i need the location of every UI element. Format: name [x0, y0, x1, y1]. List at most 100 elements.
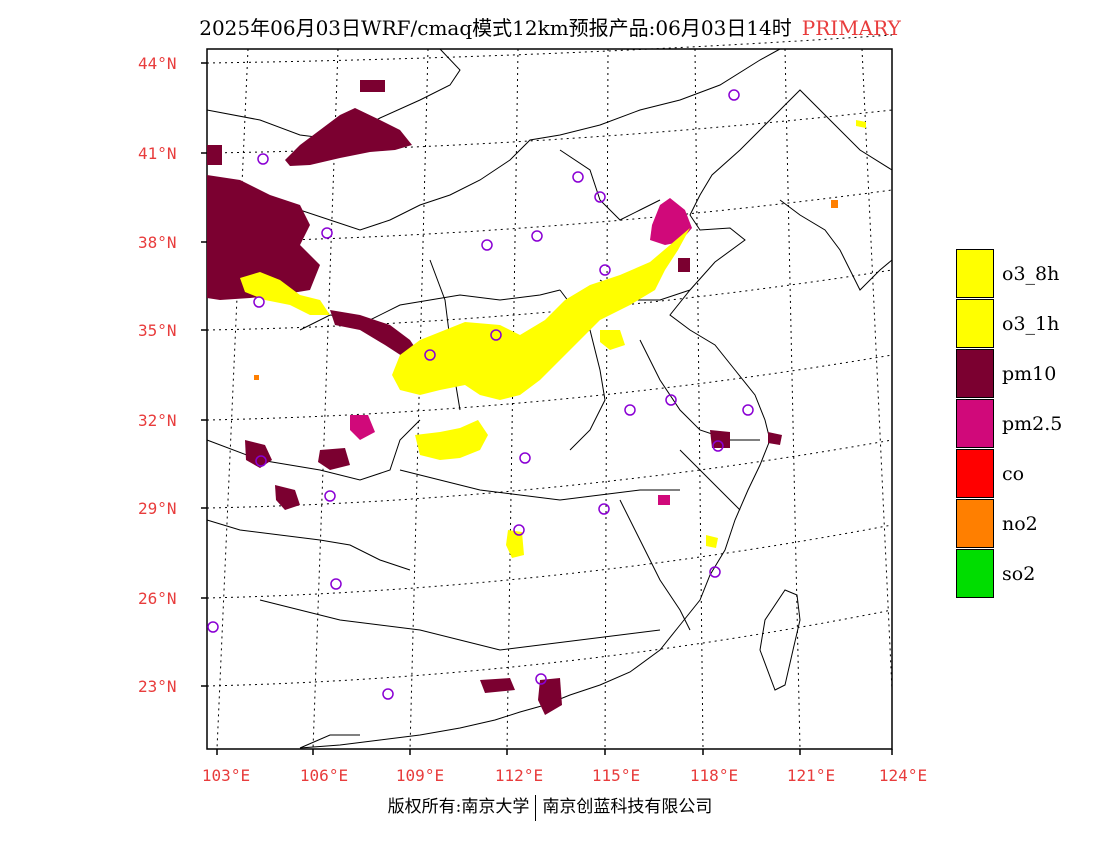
lon-label-112: 112°E	[494, 766, 544, 785]
pm10-area-guangdong-east	[538, 678, 562, 715]
pm10-area-northwest-edge	[207, 145, 222, 165]
station-marker	[253, 296, 265, 308]
pm25-area-sichuan-east	[350, 415, 375, 440]
legend-item-pm25: pm2.5	[956, 399, 1100, 449]
o3-area-gansu	[240, 272, 330, 315]
pm25-area-anhui	[658, 495, 670, 505]
lat-label-38: 38°N	[138, 233, 177, 252]
lon-label-124: 124°E	[878, 766, 928, 785]
station-marker	[513, 524, 525, 536]
primary-label: PRIMARY	[801, 16, 901, 40]
graticule-lon-106	[312, 48, 339, 750]
legend-item-o3-8h: o3_8h	[956, 249, 1100, 299]
station-marker	[382, 688, 394, 700]
o3-area-sichuan-east	[415, 420, 488, 460]
station-marker	[330, 578, 342, 590]
legend-item-pm10: pm10	[956, 349, 1100, 399]
legend-swatch	[956, 549, 994, 598]
inner-mongolia-border	[206, 48, 781, 231]
anhui-jiangsu-border	[639, 339, 760, 441]
axis-ticks	[201, 62, 893, 755]
yunnan-guizhou-border	[206, 519, 411, 571]
lon-label-118: 118°E	[689, 766, 739, 785]
station-marker	[572, 171, 584, 183]
taiwan-outline	[759, 589, 801, 691]
lat-label-29: 29°N	[138, 499, 177, 518]
o3-area-korea	[856, 120, 866, 128]
legend-item-co: co	[956, 449, 1100, 499]
graticule-lon-109	[409, 48, 429, 750]
graticule-lat-38	[206, 189, 893, 243]
pm25-areas	[350, 198, 692, 505]
footer-separator	[535, 794, 537, 821]
pm10-area-gansu	[330, 310, 420, 358]
pm10-area-chongqing	[318, 448, 350, 470]
title-text: 2025年06月03日WRF/cmaq模式12km预报产品:06月03日14时	[199, 16, 792, 40]
station-marker	[490, 329, 502, 341]
station-markers	[207, 89, 754, 700]
coastline	[299, 89, 893, 749]
lat-label-41: 41°N	[138, 144, 177, 163]
graticule-lat-29	[206, 439, 893, 509]
graticule-lon-124	[861, 48, 893, 691]
no2-spot-northeast	[831, 200, 838, 208]
legend-item-no2: no2	[956, 499, 1100, 549]
pm10-area-shanghai	[768, 432, 782, 445]
north-border	[206, 48, 461, 141]
station-marker	[728, 89, 740, 101]
legend-label: so2	[1002, 563, 1036, 585]
station-marker	[531, 230, 543, 242]
pm10-area-jiangsu	[710, 430, 730, 448]
map-frame	[206, 48, 893, 750]
graticule-lat-23	[206, 609, 893, 687]
lat-label-44: 44°N	[138, 54, 177, 73]
lat-label-23: 23°N	[138, 677, 177, 696]
legend-item-o3-1h: o3_1h	[956, 299, 1100, 349]
footer: 版权所有:南京大学 南京创蓝科技有限公司	[0, 792, 1100, 821]
pm10-area-northwest	[207, 175, 320, 300]
station-marker	[624, 404, 636, 416]
pm10-area-yunnan	[275, 485, 300, 510]
lat-label-32: 32°N	[138, 411, 177, 430]
station-marker	[712, 440, 724, 452]
hubei-hunan-border	[399, 469, 680, 501]
station-marker	[709, 566, 721, 578]
o3-areas	[240, 120, 866, 558]
legend-item-so2: so2	[956, 549, 1100, 599]
o3-area-shandong	[600, 330, 625, 350]
legend-swatch	[956, 299, 994, 348]
lon-label-109: 109°E	[395, 766, 445, 785]
station-marker	[257, 153, 269, 165]
o3-area-north-china-plain	[392, 228, 690, 400]
legend-swatch	[956, 249, 994, 298]
pm25-area-beijing-tianjin	[650, 198, 692, 245]
south-border	[259, 599, 661, 651]
legend-label: co	[1002, 463, 1025, 485]
company-text: 南京创蓝科技有限公司	[542, 797, 713, 817]
station-marker	[594, 191, 606, 203]
legend-label: pm2.5	[1002, 413, 1063, 435]
station-marker	[742, 404, 754, 416]
graticule-lon-115	[604, 48, 609, 750]
pm10-area-hebei	[678, 258, 690, 272]
legend-label: o3_8h	[1002, 263, 1060, 285]
pm10-area-mongolia	[285, 108, 412, 166]
station-marker	[255, 455, 267, 467]
lat-label-35: 35°N	[138, 321, 177, 340]
station-marker	[665, 394, 677, 406]
station-marker	[598, 503, 610, 515]
graticule-lat-26	[206, 524, 893, 599]
map-title: 2025年06月03日WRF/cmaq模式12km预报产品:06月03日14时 P…	[0, 12, 1100, 41]
zhejiang-border	[679, 449, 741, 511]
graticule-lat-44	[206, 34, 893, 64]
lon-label-106: 106°E	[299, 766, 349, 785]
legend-label: no2	[1002, 513, 1038, 535]
o3-area-hunan	[506, 530, 524, 558]
station-marker	[424, 349, 436, 361]
legend-swatch	[956, 499, 994, 548]
lon-label-121: 121°E	[786, 766, 836, 785]
pollutant-legend: o3_8h o3_1h pm10 pm2.5 co no2 so2	[956, 249, 1100, 599]
station-marker	[321, 227, 333, 239]
northeast-border	[779, 199, 893, 291]
pm10-area-guangdong	[480, 678, 515, 693]
